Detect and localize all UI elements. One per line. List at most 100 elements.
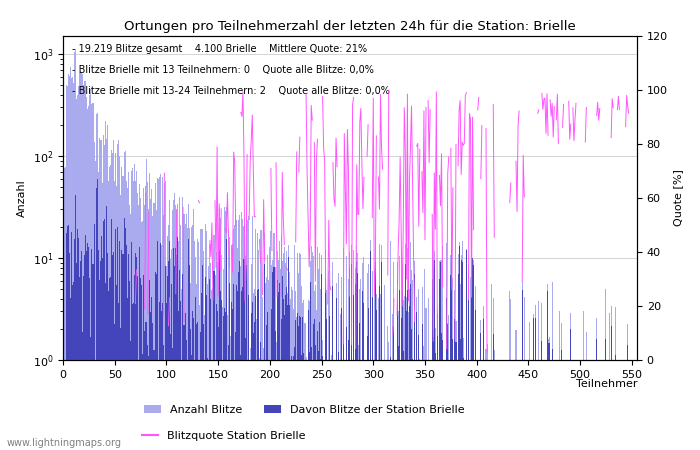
Bar [138, 418, 139, 450]
Bar [214, 275, 216, 450]
Bar [149, 173, 150, 450]
Bar [146, 159, 147, 450]
Bar [205, 277, 206, 450]
Bar [400, 318, 402, 450]
Bar [181, 393, 183, 450]
Bar [140, 198, 141, 450]
Bar [99, 261, 101, 450]
Bar [162, 303, 163, 450]
Bar [298, 325, 300, 450]
Bar [292, 290, 293, 450]
Bar [189, 266, 190, 450]
Bar [70, 67, 71, 450]
Bar [272, 260, 274, 450]
Bar [370, 240, 371, 450]
Bar [199, 305, 200, 450]
Bar [231, 248, 232, 450]
Bar [81, 73, 82, 450]
Bar [165, 181, 166, 450]
Bar [198, 242, 199, 450]
Bar [166, 303, 167, 450]
Bar [270, 438, 272, 450]
Bar [178, 311, 179, 450]
Bar [380, 293, 381, 450]
Bar [137, 193, 138, 450]
Text: - 19.219 Blitze gesamt    4.100 Brielle    Mittlere Quote: 21%: - 19.219 Blitze gesamt 4.100 Brielle Mit… [71, 44, 367, 54]
Bar [142, 354, 144, 450]
Bar [206, 231, 207, 450]
Bar [471, 272, 472, 450]
Bar [559, 311, 560, 450]
Bar [304, 376, 305, 450]
Bar [171, 284, 172, 450]
Bar [148, 209, 149, 450]
Bar [254, 289, 255, 450]
Bar [510, 379, 511, 450]
Bar [328, 361, 329, 450]
Bar [237, 291, 238, 450]
Bar [139, 248, 140, 450]
Bar [549, 343, 550, 450]
Bar [83, 276, 84, 450]
Bar [195, 297, 196, 450]
Bar [278, 261, 279, 450]
Bar [305, 357, 307, 450]
Bar [251, 313, 252, 450]
Bar [139, 184, 140, 450]
Bar [145, 186, 146, 450]
Bar [224, 308, 225, 450]
Bar [348, 279, 349, 450]
Bar [178, 241, 179, 450]
Bar [96, 189, 97, 450]
Bar [461, 260, 462, 450]
Bar [263, 348, 264, 450]
Bar [596, 318, 597, 450]
Bar [97, 249, 99, 450]
Bar [99, 140, 101, 450]
Bar [151, 297, 153, 450]
Bar [541, 303, 542, 450]
Bar [625, 413, 626, 450]
Legend: Blitzquote Station Brielle: Blitzquote Station Brielle [137, 426, 310, 445]
Bar [582, 310, 584, 450]
Bar [92, 104, 94, 450]
Bar [228, 345, 229, 450]
Bar [404, 396, 405, 450]
Bar [248, 399, 250, 450]
Bar [300, 254, 302, 450]
Bar [116, 186, 118, 450]
Bar [125, 245, 127, 450]
Bar [441, 260, 442, 450]
Bar [252, 302, 253, 450]
Bar [94, 142, 95, 450]
Bar [381, 245, 382, 450]
Bar [533, 315, 534, 450]
Bar [106, 206, 107, 450]
Bar [288, 256, 289, 450]
Bar [197, 239, 198, 450]
Bar [206, 296, 207, 450]
Bar [341, 309, 342, 450]
Bar [250, 410, 251, 450]
Bar [85, 235, 86, 450]
Bar [307, 310, 309, 450]
Bar [289, 272, 290, 450]
Bar [535, 318, 536, 450]
Bar [73, 282, 74, 450]
Bar [286, 287, 287, 450]
Bar [285, 295, 286, 450]
Bar [137, 276, 138, 450]
Bar [319, 322, 320, 450]
Bar [196, 284, 197, 450]
Bar [337, 273, 339, 450]
Bar [248, 365, 250, 450]
Bar [285, 262, 286, 450]
Bar [153, 350, 155, 450]
Bar [113, 252, 114, 450]
Bar [442, 247, 443, 450]
Bar [596, 338, 597, 450]
Bar [332, 262, 333, 450]
Bar [346, 256, 347, 450]
Bar [335, 298, 337, 450]
Bar [203, 324, 204, 450]
